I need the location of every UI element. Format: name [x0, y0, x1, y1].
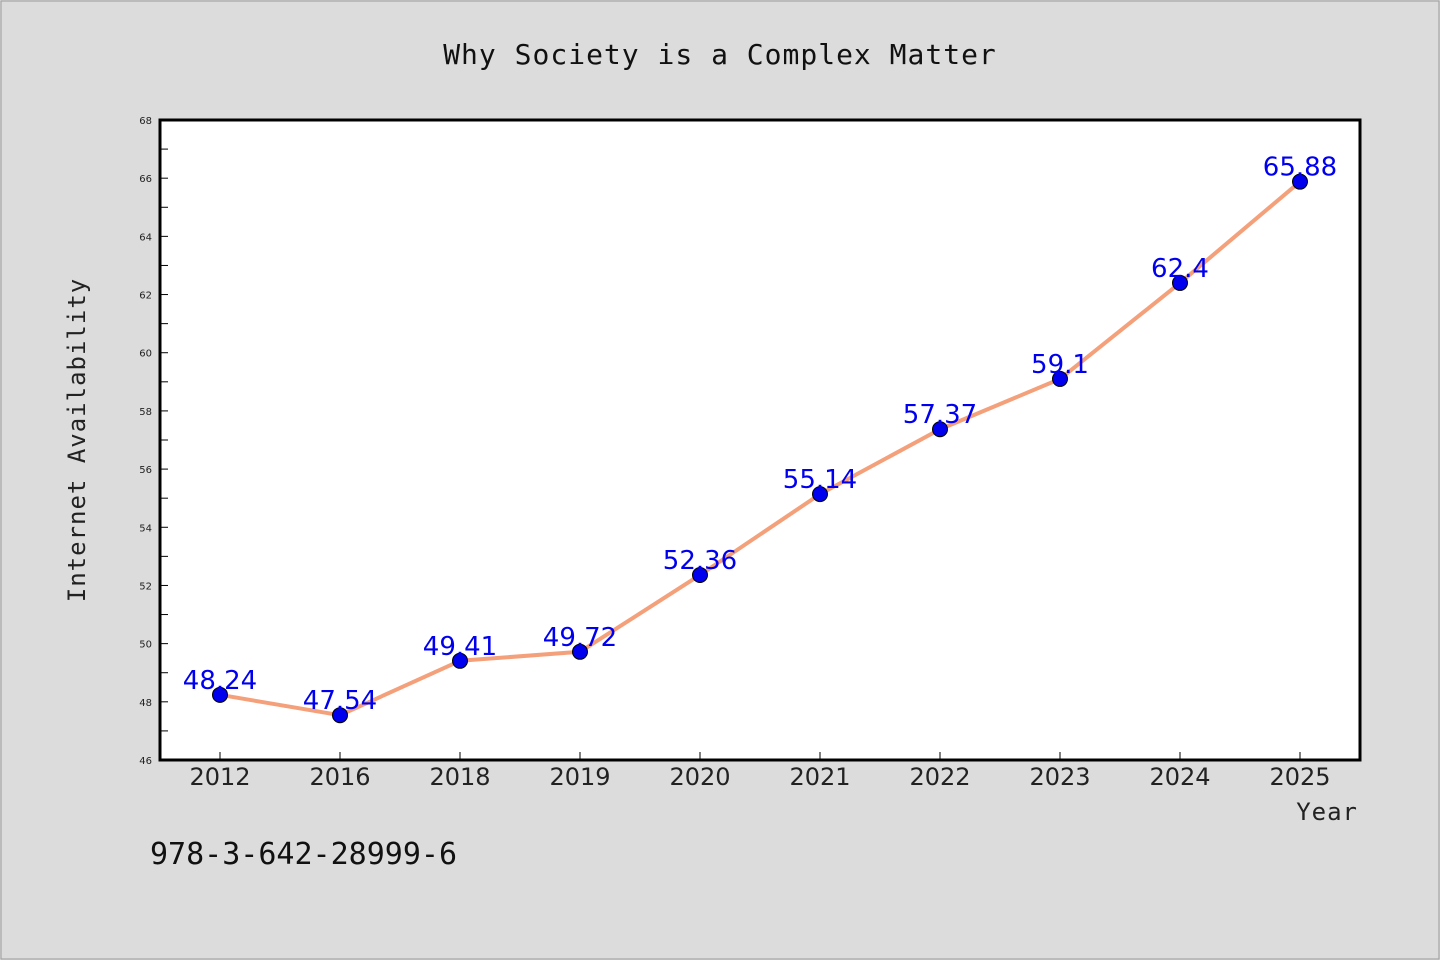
x-tick-label: 2018 [429, 763, 490, 791]
y-axis: 46 48 50 52 54 56 58 60 62 64 66 68 [139, 116, 168, 767]
x-tick-label: 2024 [1149, 763, 1210, 791]
data-point [692, 566, 708, 583]
x-axis: 2012 2016 2018 2019 2020 2021 2022 2023 2024 2025 [189, 752, 1331, 791]
x-tick-label: 2025 [1269, 763, 1330, 791]
data-label: 48.24 [183, 666, 257, 696]
y-tick-label: 46 [139, 756, 152, 767]
x-tick-label: 2016 [309, 763, 370, 791]
data-point [332, 707, 348, 724]
data-point [1172, 274, 1188, 291]
x-tick-label: 2022 [909, 763, 970, 791]
y-tick-label: 52 [139, 581, 152, 592]
data-point [1052, 370, 1068, 387]
y-tick-label: 54 [139, 523, 152, 534]
plot-area [158, 118, 1362, 762]
y-tick-label: 56 [139, 465, 152, 476]
data-label: 49.72 [543, 623, 617, 653]
y-tick-label: 58 [139, 407, 152, 418]
chart-title: Why Society is a Complex Matter [443, 38, 997, 71]
data-labels: 48.24 47.54 49.41 49.72 52.36 55.14 57.37 59.1 6… [183, 153, 1337, 717]
series-line [219, 180, 1302, 718]
data-point [812, 486, 828, 503]
y-tick-label: 66 [139, 174, 152, 185]
y-tick-label: 68 [139, 116, 152, 127]
data-point [212, 686, 228, 703]
data-point [572, 643, 588, 660]
data-point [1292, 173, 1308, 190]
y-tick-label: 64 [139, 232, 152, 243]
y-tick-label: 48 [139, 698, 152, 709]
y-tick-label: 60 [139, 349, 152, 360]
data-label: 57.37 [903, 400, 977, 430]
y-tick-label: 50 [139, 640, 152, 651]
x-tick-label: 2020 [669, 763, 730, 791]
data-label: 59.1 [1031, 350, 1089, 380]
footer-isbn: 978-3-642-28999-6 [150, 837, 457, 872]
data-point [932, 421, 948, 438]
data-label: 62.4 [1151, 254, 1209, 284]
x-tick-label: 2023 [1029, 763, 1090, 791]
x-axis-label: Year [1296, 798, 1358, 826]
data-label: 55.14 [783, 465, 857, 495]
data-label: 52.36 [663, 546, 737, 576]
data-label: 49.41 [423, 632, 497, 662]
data-label: 65.88 [1263, 153, 1337, 183]
data-point [452, 652, 468, 669]
x-tick-label: 2012 [189, 763, 250, 791]
y-axis-label: Internet Availability [63, 278, 91, 602]
data-label: 47.54 [303, 686, 377, 716]
series-markers [212, 173, 1308, 724]
y-tick-label: 62 [139, 291, 152, 302]
x-tick-label: 2019 [549, 763, 610, 791]
x-tick-label: 2021 [789, 763, 850, 791]
